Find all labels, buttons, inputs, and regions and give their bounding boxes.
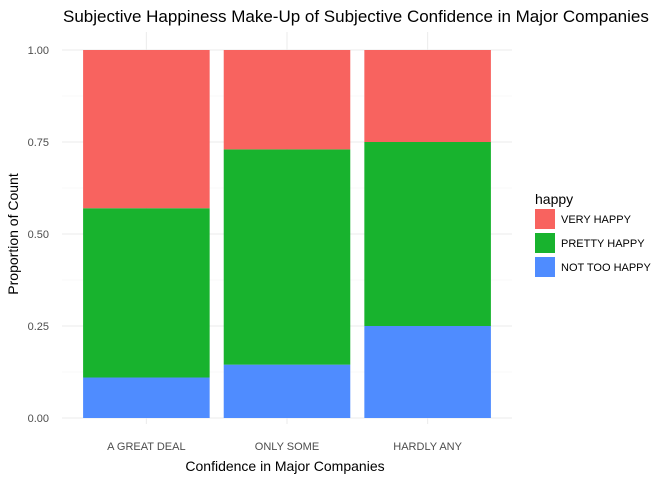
bar-not-too-happy-2: [223, 364, 351, 418]
bar-pretty-happy-1: [83, 208, 210, 378]
bar-very-happy-1: [83, 50, 210, 209]
bar-very-happy-3: [364, 50, 491, 142]
legend-label-very-happy: VERY HAPPY: [561, 214, 632, 226]
legend-title: happy: [535, 191, 573, 207]
legend: happy VERY HAPPY PRETTY HAPPY NOT TOO HAPP…: [535, 191, 652, 277]
y-tick-label: 0.50: [28, 229, 49, 241]
bar-not-too-happy-3: [364, 326, 491, 418]
legend-swatch-not-too-happy: [535, 257, 555, 277]
y-axis-ticks: 0.00 0.25 0.50 0.75 1.00: [28, 45, 49, 425]
bar-pretty-happy-2: [223, 149, 351, 365]
y-tick-label: 0.25: [28, 321, 49, 333]
x-axis-ticks: A GREAT DEAL ONLY SOME HARDLY ANY: [107, 441, 462, 453]
x-axis-title: Confidence in Major Companies: [185, 458, 384, 474]
legend-swatch-very-happy: [535, 209, 555, 229]
bar-very-happy-2: [223, 50, 351, 150]
x-tick-label: A GREAT DEAL: [107, 441, 185, 453]
legend-label-pretty-happy: PRETTY HAPPY: [561, 238, 645, 250]
bars: [83, 50, 491, 418]
legend-label-not-too-happy: NOT TOO HAPPY: [561, 262, 652, 274]
x-tick-label: ONLY SOME: [255, 441, 319, 453]
y-tick-label: 1.00: [28, 45, 49, 57]
y-tick-label: 0.00: [28, 413, 49, 425]
legend-swatch-pretty-happy: [535, 233, 555, 253]
y-tick-label: 0.75: [28, 137, 49, 149]
x-tick-label: HARDLY ANY: [393, 441, 462, 453]
y-axis-title: Proportion of Count: [5, 173, 21, 295]
bar-pretty-happy-3: [364, 142, 491, 326]
chart-title: Subjective Happiness Make-Up of Subjecti…: [63, 7, 649, 26]
bar-not-too-happy-1: [83, 377, 210, 418]
